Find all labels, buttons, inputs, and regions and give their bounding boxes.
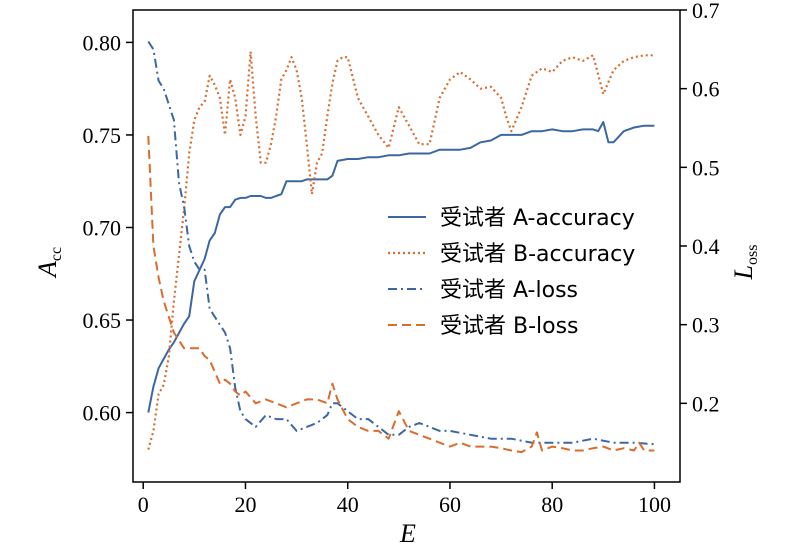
x-tick-label-0: 0 xyxy=(138,492,149,517)
y-left-tick-label-0: 0.60 xyxy=(83,401,122,426)
y-left-tick-label-2: 0.70 xyxy=(83,215,122,240)
series-line-3 xyxy=(147,135,655,454)
x-tick-label-5: 100 xyxy=(638,492,671,517)
y-axis-right-label-sub: oss xyxy=(744,245,761,265)
y-right-tick-label-5: 0.7 xyxy=(692,0,720,23)
axes: 0 20 40 60 80 100 0.60 0.65 0.70 0.75 0.80 0.2 0.3 0.… xyxy=(83,0,720,517)
svg-text:Acc: Acc xyxy=(33,247,65,279)
x-tick-label-2: 40 xyxy=(337,492,359,517)
legend: 受试者 A-accuracy 受试者 B-accuracy 受试者 A-loss 受试… xyxy=(388,206,635,339)
svg-text:Loss: Loss xyxy=(729,245,761,281)
y-left-tick-label-1: 0.65 xyxy=(83,308,122,333)
y-axis-left-label: Acc xyxy=(33,247,65,279)
y-axis-right-label-main: L xyxy=(729,265,758,280)
legend-label-3: 受试者 B-loss xyxy=(440,314,579,339)
x-tick-label-1: 20 xyxy=(234,492,256,517)
legend-label-0: 受试者 A-accuracy xyxy=(440,206,635,231)
y-axis-left-label-main: A xyxy=(33,261,62,279)
x-tick-label-4: 80 xyxy=(541,492,563,517)
y-left-tick-label-3: 0.75 xyxy=(83,123,122,148)
y-left-tick-label-4: 0.80 xyxy=(83,30,122,55)
y-right-tick-label-2: 0.4 xyxy=(692,234,720,259)
legend-label-1: 受试者 B-accuracy xyxy=(440,242,635,267)
x-axis-label: E xyxy=(399,519,416,548)
y-axis-right-label: Loss xyxy=(729,245,761,281)
y-right-tick-label-4: 0.6 xyxy=(692,77,720,102)
x-tick-label-3: 60 xyxy=(439,492,461,517)
series-line-0 xyxy=(147,121,655,413)
series-line-2 xyxy=(147,40,655,446)
y-right-tick-label-0: 0.2 xyxy=(692,391,720,416)
y-right-tick-label-1: 0.3 xyxy=(692,313,720,338)
y-right-tick-label-3: 0.5 xyxy=(692,155,720,180)
plot-area xyxy=(147,40,655,454)
legend-label-2: 受试者 A-loss xyxy=(440,278,578,303)
y-axis-left-label-sub: cc xyxy=(48,247,65,261)
